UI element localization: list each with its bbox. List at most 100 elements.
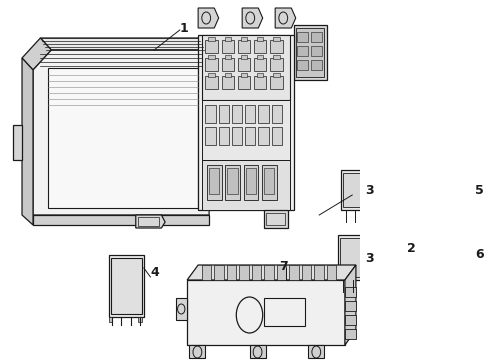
Polygon shape <box>202 265 211 280</box>
Bar <box>296 28 324 77</box>
Bar <box>345 329 356 339</box>
Bar <box>343 173 363 207</box>
Bar <box>270 40 283 53</box>
Text: 3: 3 <box>365 184 373 197</box>
Polygon shape <box>187 280 345 345</box>
Bar <box>48 68 198 208</box>
Bar <box>238 58 250 71</box>
Polygon shape <box>308 345 324 358</box>
Bar <box>238 76 250 89</box>
Bar <box>209 168 220 194</box>
Bar <box>273 73 280 77</box>
Bar <box>271 105 282 123</box>
Bar <box>138 217 158 226</box>
Bar <box>257 55 264 59</box>
Bar <box>221 76 234 89</box>
Bar <box>271 127 282 145</box>
Bar <box>224 55 231 59</box>
Polygon shape <box>176 298 187 320</box>
Polygon shape <box>242 8 263 28</box>
Polygon shape <box>249 345 266 358</box>
Bar <box>245 127 255 145</box>
Bar <box>258 127 269 145</box>
Bar <box>208 37 215 41</box>
Bar <box>267 213 286 225</box>
Bar <box>238 40 250 53</box>
Bar <box>205 127 216 145</box>
Polygon shape <box>275 8 296 28</box>
Polygon shape <box>109 317 112 322</box>
Bar <box>311 32 322 42</box>
Polygon shape <box>214 265 224 280</box>
Bar <box>225 165 240 200</box>
Polygon shape <box>22 38 51 70</box>
Bar <box>257 73 264 77</box>
Bar <box>224 37 231 41</box>
Text: 3: 3 <box>365 252 373 265</box>
Bar <box>341 170 365 210</box>
Bar <box>297 60 308 70</box>
Bar <box>246 168 256 194</box>
Polygon shape <box>202 35 290 100</box>
Bar <box>205 105 216 123</box>
Bar <box>224 73 231 77</box>
Bar <box>338 235 363 280</box>
Bar <box>391 233 415 277</box>
Bar <box>227 168 238 194</box>
Polygon shape <box>227 265 236 280</box>
Polygon shape <box>345 265 356 345</box>
Polygon shape <box>189 345 205 358</box>
Bar <box>264 298 305 326</box>
Bar <box>262 165 277 200</box>
Bar <box>345 301 356 311</box>
Bar <box>273 37 280 41</box>
Bar <box>241 37 247 41</box>
Bar <box>205 58 218 71</box>
Polygon shape <box>252 265 261 280</box>
Bar <box>232 127 242 145</box>
Bar <box>257 37 264 41</box>
Bar <box>311 46 322 56</box>
Polygon shape <box>136 215 165 228</box>
Bar <box>219 105 229 123</box>
Bar <box>219 127 229 145</box>
Polygon shape <box>198 8 219 28</box>
Polygon shape <box>40 38 209 50</box>
Polygon shape <box>326 265 336 280</box>
Polygon shape <box>22 58 33 225</box>
Text: 2: 2 <box>407 242 416 255</box>
Bar <box>345 315 356 325</box>
Bar <box>254 58 267 71</box>
Bar <box>449 177 466 205</box>
Bar <box>389 230 417 280</box>
Text: 6: 6 <box>475 248 484 261</box>
Polygon shape <box>239 265 249 280</box>
Polygon shape <box>33 50 209 215</box>
Bar <box>221 40 234 53</box>
Polygon shape <box>198 35 294 210</box>
Polygon shape <box>202 160 290 210</box>
Bar <box>111 258 142 314</box>
Bar <box>205 40 218 53</box>
Bar <box>244 165 258 200</box>
Bar <box>205 76 218 89</box>
Bar <box>448 175 468 210</box>
Bar <box>273 55 280 59</box>
Polygon shape <box>302 265 311 280</box>
Bar <box>254 40 267 53</box>
Bar <box>221 58 234 71</box>
Bar <box>448 242 465 274</box>
Bar <box>264 210 288 228</box>
Bar <box>345 287 356 297</box>
Bar <box>245 105 255 123</box>
Polygon shape <box>138 317 142 322</box>
Bar <box>208 55 215 59</box>
Bar <box>311 60 322 70</box>
Text: 4: 4 <box>150 266 159 279</box>
Text: 7: 7 <box>279 261 288 274</box>
Bar <box>340 238 361 277</box>
Polygon shape <box>33 215 209 225</box>
Polygon shape <box>202 100 290 160</box>
Bar <box>270 76 283 89</box>
Bar <box>241 55 247 59</box>
